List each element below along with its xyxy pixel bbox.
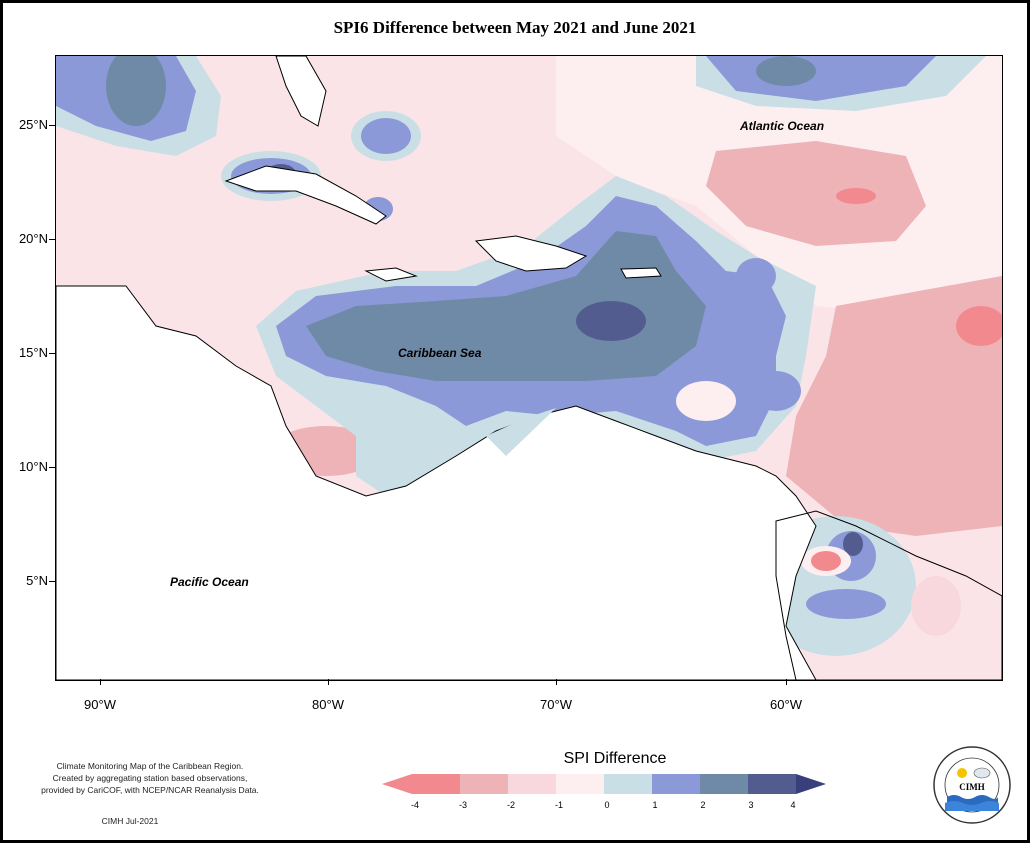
legend-swatch	[412, 774, 460, 794]
legend-swatch	[508, 774, 556, 794]
map-title: SPI6 Difference between May 2021 and Jun…	[333, 18, 697, 37]
caribbean-core	[576, 301, 646, 341]
legend-swatch	[748, 774, 796, 794]
lat-label-20n: 20°N	[18, 231, 48, 246]
coastal-lightblue	[486, 408, 556, 456]
venezuela-coast-light	[676, 381, 736, 421]
gulf-dark	[106, 56, 166, 126]
north-atlantic-dark	[756, 56, 816, 86]
florida-land	[275, 56, 327, 127]
hispaniola-land	[474, 235, 588, 272]
bahamas-blue	[361, 118, 411, 154]
legend-tick: -1	[554, 800, 563, 810]
spi-map-svg	[56, 56, 1002, 680]
guyana-dark	[843, 532, 863, 556]
legend-tick: 1	[652, 800, 658, 810]
lat-tick	[49, 125, 55, 126]
guyana-blue-south	[806, 589, 886, 619]
lon-label-80w: 80°W	[312, 697, 344, 712]
atlantic-east-pink	[786, 276, 1002, 536]
caribbean-sea-label: Caribbean Sea	[398, 346, 482, 360]
atlantic-central-pink	[706, 141, 926, 246]
legend-tick: 3	[748, 800, 754, 810]
footer-line-1: Climate Monitoring Map of the Caribbean …	[56, 761, 244, 771]
guyana-red	[811, 551, 841, 571]
puerto-rico-land	[620, 267, 662, 279]
sun-icon	[957, 768, 967, 778]
footer-credit: CIMH Jul-2021	[101, 816, 159, 826]
lat-tick	[49, 581, 55, 582]
legend-tick: 4	[790, 800, 796, 810]
lon-tick	[556, 679, 557, 685]
lat-tick	[49, 467, 55, 468]
legend-tick: -3	[458, 800, 467, 810]
logo-text: CIMH	[959, 782, 985, 792]
guyana-outline	[775, 510, 1002, 680]
atlantic-east-red	[956, 306, 1002, 346]
cuba-land	[224, 165, 387, 225]
map-area	[55, 55, 1003, 681]
legend-title: SPI Difference	[563, 750, 667, 767]
lat-label-25n: 25°N	[18, 117, 48, 132]
legend-tick: -2	[506, 800, 515, 810]
jamaica-land	[364, 267, 418, 282]
legend-tick: 2	[700, 800, 706, 810]
atlantic-core-red	[836, 188, 876, 204]
lat-label-5n: 5°N	[26, 573, 48, 588]
legend-tick: -4	[410, 800, 419, 810]
antilles-blue-south	[751, 371, 801, 411]
legend-arrow-right	[796, 774, 826, 794]
cimh-logo-icon: CIMH	[933, 746, 1011, 824]
atlantic-ocean-label: Atlantic Ocean	[740, 119, 825, 133]
lon-label-60w: 60°W	[770, 697, 802, 712]
lon-label-90w: 90°W	[84, 697, 116, 712]
lon-label-70w: 70°W	[540, 697, 572, 712]
legend-swatch	[700, 774, 748, 794]
lat-label-10n: 10°N	[18, 459, 48, 474]
lat-label-15n: 15°N	[18, 345, 48, 360]
legend-arrow-left	[382, 774, 412, 794]
wave-icon	[945, 801, 999, 811]
footer-line-2: Created by aggregating station based obs…	[52, 773, 248, 783]
cloud-icon	[973, 767, 991, 779]
suriname-pink	[911, 576, 961, 636]
footer-note: Climate Monitoring Map of the Caribbean …	[20, 760, 280, 796]
legend-swatch	[604, 774, 652, 794]
legend-colorbar	[382, 774, 826, 794]
footer-line-3: provided by CariCOF, with NCEP/NCAR Rean…	[41, 785, 259, 795]
caribbean-dark	[306, 231, 706, 381]
legend-swatch	[652, 774, 700, 794]
legend-tick: 0	[604, 800, 610, 810]
lon-tick	[786, 679, 787, 685]
pacific-ocean-label: Pacific Ocean	[170, 575, 249, 589]
lat-tick	[49, 239, 55, 240]
legend-swatch	[556, 774, 604, 794]
lon-tick	[328, 679, 329, 685]
legend-swatch	[460, 774, 508, 794]
lon-tick	[100, 679, 101, 685]
land-masses	[56, 56, 817, 680]
lat-tick	[49, 353, 55, 354]
south-central-america-land	[56, 285, 817, 680]
antilles-blue-north	[736, 258, 776, 294]
